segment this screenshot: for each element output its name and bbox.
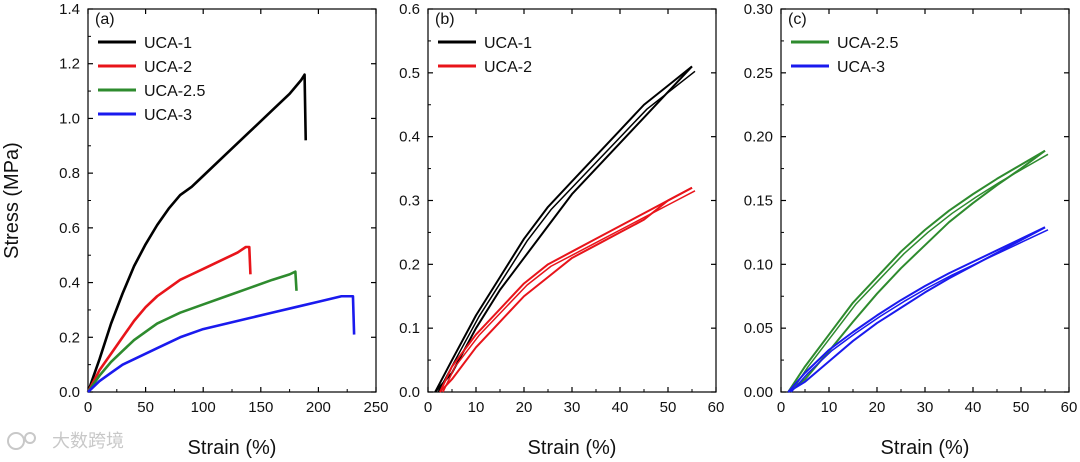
series-line [87, 294, 356, 393]
x-tick-label: 30 [917, 399, 934, 416]
y-tick-label: 0.15 [744, 193, 773, 210]
x-tick-label: 0 [84, 399, 92, 416]
series-UCA-3: UCA-3 [87, 107, 356, 393]
x-tick-label: 60 [1061, 399, 1078, 416]
y-tick-label: 0.10 [744, 256, 773, 273]
series-line-unloading [787, 149, 1046, 393]
legend-label: UCA-2 [144, 59, 192, 76]
series-line-loading [434, 65, 693, 393]
y-tick-label: 0.5 [399, 65, 420, 82]
y-tick-label: 0.1 [399, 320, 420, 337]
chart-panel-3: 0 10 20 30 40 50 60 0.00 0.05 0.10 0.15 0.20 0.25 0.3… [744, 1, 1078, 459]
series-line-cycle [790, 153, 1049, 393]
series-line-cycle [437, 70, 696, 393]
y-tick-label: 0.4 [59, 275, 80, 292]
y-tick-label: 0.6 [59, 220, 80, 237]
y-tick-label: 0.2 [59, 329, 80, 346]
x-tick-label: 150 [248, 399, 273, 416]
legend-label: UCA-2.5 [144, 83, 205, 100]
series-UCA-1: UCA-1 [86, 35, 308, 393]
y-tick-label: 0.3 [399, 193, 420, 210]
series-line-cycle [442, 190, 696, 393]
series-UCA-2.5: UCA-2.5 [787, 35, 1049, 393]
y-tick-label: 0.4 [399, 129, 420, 146]
chart-panel-2: 0 10 20 30 40 50 60 0.0 0.1 0.2 0.3 0.4 0.5 0.6 Strain… [399, 1, 724, 459]
y-tick-label: 0.0 [399, 384, 420, 401]
series-UCA-2.5: UCA-2.5 [86, 83, 298, 393]
legend-label: UCA-2.5 [837, 35, 898, 52]
watermark-text: 大数跨境 [52, 431, 124, 452]
y-tick-label: 0.0 [59, 384, 80, 401]
series-line [86, 270, 298, 393]
x-tick-label: 30 [564, 399, 581, 416]
x-axis-title: Strain (%) [528, 437, 617, 459]
x-tick-label: 0 [424, 399, 432, 416]
x-tick-label: 40 [965, 399, 982, 416]
x-tick-label: 50 [1013, 399, 1030, 416]
panel-tag: (b) [435, 11, 455, 28]
y-tick-label: 1.2 [59, 56, 80, 73]
series-line-cycle [790, 229, 1049, 393]
x-tick-label: 40 [612, 399, 629, 416]
x-tick-label: 60 [708, 399, 725, 416]
series-line [86, 73, 308, 393]
x-tick-label: 0 [777, 399, 785, 416]
y-tick-label: 0.30 [744, 1, 773, 18]
x-tick-label: 20 [516, 399, 533, 416]
watermark-logo-icon [7, 432, 25, 450]
series-UCA-3: UCA-3 [787, 59, 1049, 393]
x-tick-label: 100 [191, 399, 216, 416]
watermark-logo-dot-icon [24, 432, 36, 444]
legend-label: UCA-3 [837, 59, 885, 76]
x-tick-label: 10 [821, 399, 838, 416]
y-tick-label: 0.8 [59, 165, 80, 182]
watermark: 大数跨境 [7, 431, 124, 452]
legend-label: UCA-1 [144, 35, 192, 52]
x-tick-label: 50 [137, 399, 154, 416]
series-UCA-1: UCA-1 [434, 35, 696, 393]
y-tick-label: 0.25 [744, 65, 773, 82]
legend-label: UCA-1 [484, 35, 532, 52]
y-tick-label: 0.6 [399, 1, 420, 18]
x-tick-label: 20 [869, 399, 886, 416]
series-line-loading [787, 226, 1046, 393]
y-tick-label: 1.0 [59, 110, 80, 127]
y-tick-label: 0.2 [399, 256, 420, 273]
x-tick-label: 200 [306, 399, 331, 416]
y-tick-label: 0.00 [744, 384, 773, 401]
series-line-loading [439, 186, 693, 393]
series-line-unloading [787, 226, 1046, 393]
series-line [86, 245, 252, 393]
series-line-unloading [439, 186, 693, 393]
series-line-loading [787, 149, 1046, 393]
x-axis-title: Strain (%) [188, 437, 277, 459]
series-line-unloading [434, 65, 693, 393]
series-UCA-2: UCA-2 [438, 59, 696, 393]
series-UCA-2: UCA-2 [86, 59, 252, 393]
x-tick-label: 50 [660, 399, 677, 416]
legend-label: UCA-2 [484, 59, 532, 76]
panel-tag: (a) [95, 11, 115, 28]
y-tick-label: 0.05 [744, 320, 773, 337]
x-axis-title: Strain (%) [881, 437, 970, 459]
y-tick-label: 0.20 [744, 129, 773, 146]
panel-tag: (c) [788, 11, 807, 28]
legend-label: UCA-3 [144, 107, 192, 124]
x-tick-label: 250 [363, 399, 388, 416]
y-tick-label: 1.4 [59, 1, 80, 18]
x-tick-label: 10 [468, 399, 485, 416]
chart-panel-1: 0 50 100 150 200 250 0.0 0.2 0.4 0.6 0.8 1.0 1.2 1.4 S… [1, 1, 389, 459]
y-axis-title: Stress (MPa) [1, 142, 23, 259]
